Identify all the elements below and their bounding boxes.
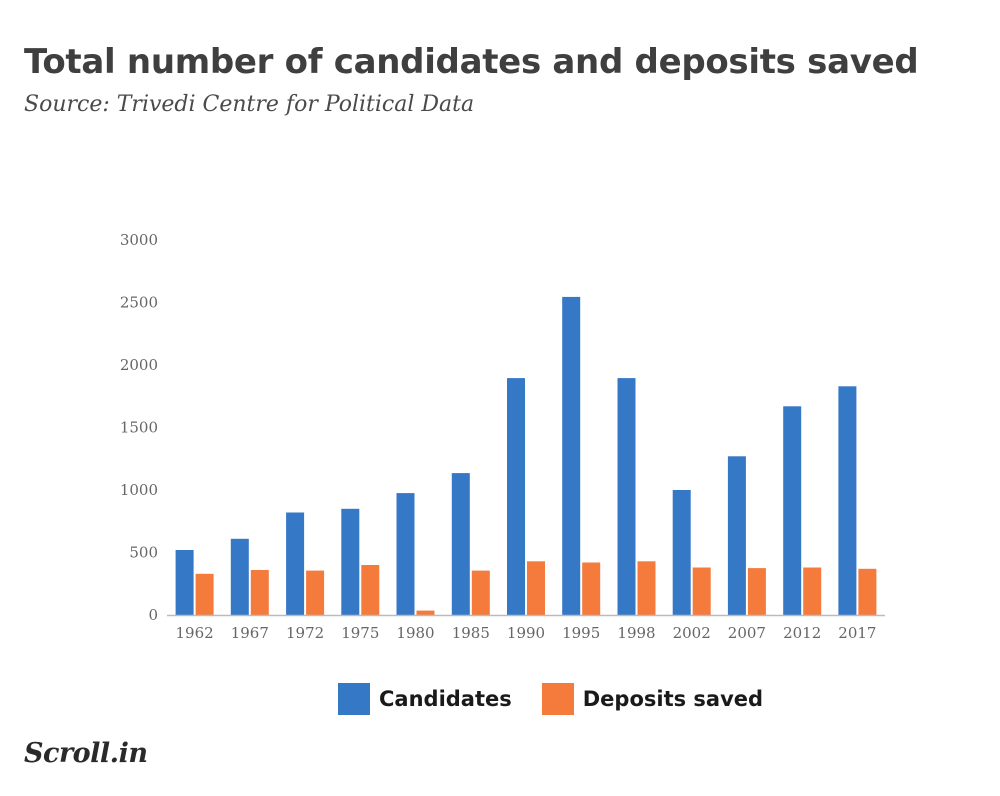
bar-candidates-1995 <box>562 296 581 615</box>
bar-candidates-2007 <box>727 456 746 616</box>
x-tick-label: 1980 <box>396 624 434 642</box>
y-tick-label: 1000 <box>120 481 158 499</box>
bar-deposits-saved-1967 <box>250 570 269 615</box>
bar-deposits-saved-1985 <box>471 570 490 615</box>
bar-candidates-1975 <box>341 508 360 616</box>
bar-candidates-1962 <box>175 550 194 615</box>
bar-deposits-saved-1962 <box>195 573 214 616</box>
bar-deposits-saved-1972 <box>306 570 325 615</box>
y-tick-label: 2000 <box>120 356 158 374</box>
bar-deposits-saved-2007 <box>747 568 766 615</box>
y-tick-label: 2500 <box>120 294 158 312</box>
x-tick-label: 2012 <box>783 624 821 642</box>
bar-candidates-2017 <box>838 386 857 616</box>
bar-series <box>175 296 877 616</box>
y-tick-label: 0 <box>148 606 158 624</box>
x-tick-label: 1995 <box>562 624 600 642</box>
chart-legend: Candidates Deposits saved <box>338 683 793 715</box>
bar-deposits-saved-1975 <box>361 565 380 615</box>
bar-chart: 0 500 1000 1500 2000 2500 3000 1962 1967 1972 197… <box>120 231 885 642</box>
x-tick-label: 1998 <box>617 624 655 642</box>
bar-deposits-saved-2012 <box>803 567 822 615</box>
legend-swatch-deposits-saved <box>541 683 574 715</box>
legend-label-deposits-saved: Deposits saved <box>582 687 764 711</box>
chart-subtitle: Source: Trivedi Centre for Political Dat… <box>24 92 475 117</box>
x-tick-label: 2002 <box>673 624 711 642</box>
bar-deposits-saved-1995 <box>582 562 601 615</box>
bar-deposits-saved-1998 <box>637 561 656 616</box>
bar-candidates-1998 <box>617 378 636 615</box>
bar-deposits-saved-1980 <box>416 610 435 615</box>
legend-label-candidates: Candidates <box>379 687 512 711</box>
x-tick-label: 2007 <box>728 624 766 642</box>
x-tick-label: 1967 <box>231 624 269 642</box>
x-tick-label: 2017 <box>838 624 876 642</box>
legend-item-deposits: Deposits saved <box>541 683 764 715</box>
bar-candidates-2012 <box>783 406 802 616</box>
x-axis-ticks: 1962 1967 1972 1975 1980 1985 1990 1995 1998 2002… <box>176 624 877 642</box>
x-tick-label: 1975 <box>341 624 379 642</box>
y-axis-ticks: 0 500 1000 1500 2000 2500 3000 <box>120 231 158 624</box>
bar-deposits-saved-2002 <box>692 567 711 615</box>
legend-item-candidates: Candidates <box>338 683 512 715</box>
bar-deposits-saved-2017 <box>858 568 877 616</box>
scroll-logo: Scroll.in <box>24 738 148 769</box>
bar-candidates-2002 <box>672 490 691 615</box>
chart-title: Total number of candidates and deposits … <box>24 42 919 82</box>
bar-candidates-1972 <box>286 512 305 615</box>
y-tick-label: 3000 <box>120 231 158 249</box>
x-tick-label: 1972 <box>286 624 324 642</box>
bar-candidates-1985 <box>451 473 470 615</box>
bar-candidates-1967 <box>230 538 249 616</box>
x-tick-label: 1985 <box>452 624 490 642</box>
bar-deposits-saved-1990 <box>527 561 545 616</box>
legend-swatch-candidates <box>338 683 370 715</box>
x-tick-label: 1962 <box>176 624 214 642</box>
y-tick-label: 1500 <box>120 419 158 437</box>
bar-candidates-1990 <box>507 378 525 615</box>
bar-candidates-1980 <box>396 493 415 615</box>
x-tick-label: 1990 <box>507 624 545 642</box>
y-tick-label: 500 <box>129 544 158 562</box>
